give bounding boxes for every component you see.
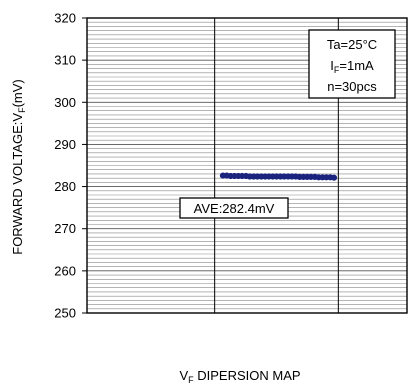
average-annotation-text: AVE:282.4mV [194,201,275,216]
y-tick-labels: 250 260 270 280 290 300 310 320 [54,11,87,321]
plot-area-frame [86,17,408,314]
average-annotation-frame [179,197,289,219]
y-tick-label: 310 [54,53,76,68]
y-tick-label: 250 [54,306,76,321]
conditions-box: Ta=25°C IF=1mA n=30pcs [308,29,396,99]
y-axis-label: FORWARD VOLTAGE:VF(mV) [10,79,27,255]
y-tick-label: 300 [54,95,76,110]
conditions-box-frame [308,29,396,99]
y-tick-label: 290 [54,137,76,152]
data-points [219,172,338,181]
y-tick-label: 280 [54,179,76,194]
conditions-temperature: Ta=25°C [327,37,377,52]
conditions-sample-count: n=30pcs [327,79,377,94]
data-point [330,174,338,181]
conditions-current: IF=1mA [330,58,374,75]
chart-gridlines [87,21,407,310]
x-axis-label: VF DIPERSION MAP [179,368,300,385]
y-tick-label: 260 [54,263,76,278]
average-annotation: AVE:282.4mV [179,197,289,219]
y-tick-label: 320 [54,11,76,26]
y-tick-label: 270 [54,221,76,236]
